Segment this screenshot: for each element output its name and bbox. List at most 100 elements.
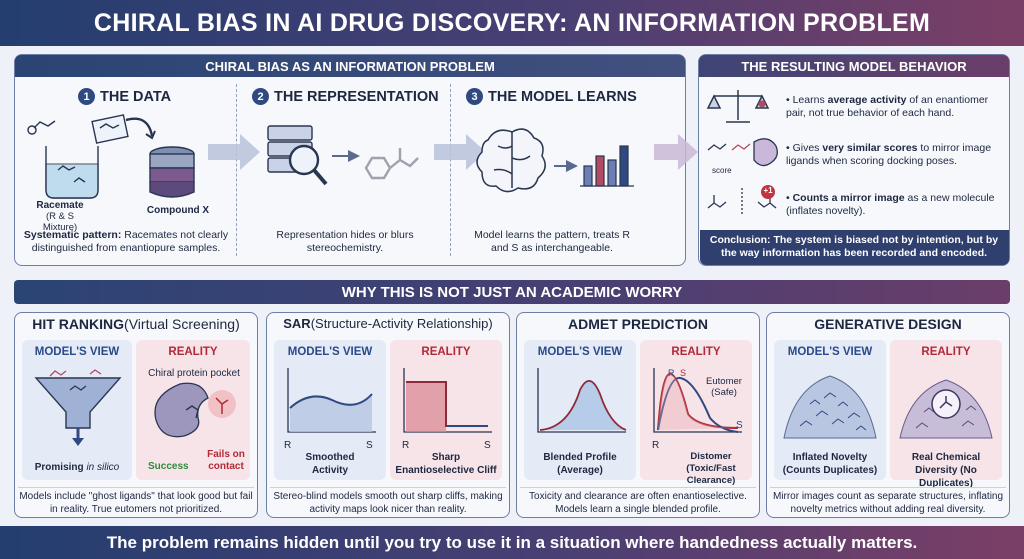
reality-panel bbox=[640, 340, 752, 480]
score-label: score bbox=[712, 166, 732, 175]
enantiomer-profiles-icon bbox=[653, 368, 742, 433]
balance-scale-icon bbox=[706, 90, 770, 123]
docking-score-icon bbox=[707, 138, 778, 167]
smoothed-caption: Smoothed Activity bbox=[305, 452, 355, 476]
axis-r-label: R bbox=[402, 440, 410, 451]
card-title: ADMET PREDICTION bbox=[516, 316, 760, 332]
card-title-bold: ADMET PREDICTION bbox=[568, 316, 708, 332]
data-note-text: Racemates not clearly distinguished from… bbox=[31, 229, 229, 254]
step-label: THE REPRESENTATION bbox=[274, 88, 439, 105]
behavior-text-post: of an enantiomer pair, not true behavior… bbox=[786, 94, 989, 119]
step-label: THE DATA bbox=[100, 88, 172, 105]
molecule-pile-icon bbox=[899, 379, 993, 439]
racemate-title: Racemate bbox=[36, 200, 84, 211]
axis-s-label: S bbox=[736, 420, 743, 431]
model-behavior-header: THE RESULTING MODEL BEHAVIOR bbox=[699, 55, 1009, 77]
racemate-subtitle: (R & S Mixture) bbox=[42, 211, 78, 233]
funnel-icon bbox=[34, 369, 122, 446]
card-title-bold: GENERATIVE DESIGN bbox=[814, 316, 962, 332]
axis-r-label: R bbox=[652, 440, 660, 451]
data-note-bold: Systematic pattern: bbox=[23, 229, 122, 241]
behavior-text-bold: average activity bbox=[827, 94, 907, 106]
axis-r-label: R bbox=[668, 368, 675, 378]
behavior-text-pre: Learns bbox=[792, 94, 828, 106]
step-model-learns: 3 THE MODEL LEARNS bbox=[466, 88, 637, 105]
card-title: GENERATIVE DESIGN bbox=[766, 316, 1010, 332]
inflated-caption: Inflated Novelty (Counts Duplicates) bbox=[782, 452, 878, 476]
axis-s-label: S bbox=[484, 440, 491, 451]
fails-label: Fails on contact bbox=[207, 449, 245, 472]
database-search-icon bbox=[267, 125, 419, 186]
cliff-caption: Sharp Enantioselective Cliff bbox=[395, 452, 497, 476]
data-note: Systematic pattern: Racemates not clearl… bbox=[20, 229, 232, 255]
axis-r-label: R bbox=[284, 440, 292, 451]
distomer-caption: Distomer (Toxic/Fast Clearance) bbox=[686, 451, 736, 486]
flow-arrow-icon bbox=[434, 134, 486, 170]
admet-note: Toxicity and clearance are often enantio… bbox=[520, 487, 756, 516]
models-view-heading: MODEL'S VIEW bbox=[787, 346, 873, 358]
card-title-rest: (Virtual Screening) bbox=[124, 316, 240, 332]
title-banner: CHIRAL BIAS IN AI DRUG DISCOVERY: AN INF… bbox=[0, 0, 1024, 46]
behavior-text-pre: Gives bbox=[792, 142, 823, 154]
reality-heading: REALITY bbox=[671, 346, 721, 358]
card-title-rest: (Structure-Activity Relationship) bbox=[310, 316, 493, 331]
card-title-bold: HIT RANKING bbox=[32, 316, 125, 332]
behavior-text-post: as a new molecule (inflates novelty). bbox=[786, 192, 995, 217]
card-title: SAR (Structure-Activity Relationship) bbox=[266, 316, 510, 331]
page-title: CHIRAL BIAS IN AI DRUG DISCOVERY: AN INF… bbox=[93, 8, 931, 37]
promising-caption: Promising in silico bbox=[22, 461, 132, 474]
hit-ranking-note: Models include "ghost ligands" that look… bbox=[18, 487, 254, 516]
brain-chart-icon bbox=[476, 128, 634, 193]
info-problem-header: CHIRAL BIAS AS AN INFORMATION PROBLEM bbox=[15, 55, 685, 77]
racemate-label: Racemate (R & S Mixture) bbox=[30, 200, 90, 233]
conclusion-box: Conclusion: The system is biased not by … bbox=[699, 230, 1009, 265]
flow-arrow-icon bbox=[208, 134, 260, 170]
step-number: 2 bbox=[252, 88, 269, 105]
reality-heading: REALITY bbox=[921, 346, 971, 358]
step-number: 3 bbox=[466, 88, 483, 105]
models-view-heading: MODEL'S VIEW bbox=[537, 346, 623, 358]
model-note: Model learns the pattern, treats R and S… bbox=[474, 229, 630, 254]
models-view-heading: MODEL'S VIEW bbox=[34, 346, 120, 358]
divider bbox=[450, 84, 451, 256]
diversity-caption: Real Chemical Diversity (No Duplicates) bbox=[911, 452, 981, 489]
behavior-text-bold: very similar scores bbox=[822, 142, 918, 154]
blended-caption: Blended Profile (Average) bbox=[543, 452, 617, 476]
sar-note: Stereo-blind models smooth out sharp cli… bbox=[270, 487, 506, 516]
molecule-pile-icon bbox=[783, 375, 877, 439]
flow-arrow-icon bbox=[654, 134, 698, 170]
representation-note: Representation hides or blurs stereochem… bbox=[276, 229, 414, 254]
card-title: HIT RANKING (Virtual Screening) bbox=[14, 316, 258, 332]
generative-note: Mirror images count as separate structur… bbox=[770, 487, 1006, 516]
cliff-curve-icon bbox=[403, 368, 492, 433]
in-silico-text: in silico bbox=[86, 462, 120, 473]
footer-text: The problem remains hidden until you try… bbox=[106, 532, 918, 552]
behavior-text-bold: Counts a mirror image bbox=[792, 192, 905, 204]
step-representation: 2 THE REPRESENTATION bbox=[252, 88, 439, 105]
behavior-text-post: to mirror image ligands when scoring doc… bbox=[786, 142, 992, 167]
reality-heading: REALITY bbox=[421, 346, 471, 358]
step-data: 1 THE DATA bbox=[78, 88, 171, 105]
promising-text: Promising bbox=[34, 462, 87, 473]
pocket-label: Chiral protein pocket bbox=[148, 368, 240, 379]
step-label: THE MODEL LEARNS bbox=[488, 88, 637, 105]
section-title: WHY THIS IS NOT JUST AN ACADEMIC WORRY bbox=[14, 280, 1010, 304]
reality-heading: REALITY bbox=[168, 346, 218, 358]
behavior-item: • Learns average activity of an enantiom… bbox=[786, 94, 989, 119]
blended-profile-icon bbox=[537, 368, 627, 433]
racemate-beaker-icon bbox=[27, 114, 195, 199]
behavior-item: • Counts a mirror image as a new molecul… bbox=[786, 192, 995, 217]
plus-one-badge: +1 bbox=[763, 186, 773, 195]
behavior-item: • Gives very similar scores to mirror im… bbox=[786, 142, 992, 167]
smoothed-curve-icon bbox=[287, 368, 376, 433]
mirror-molecule-icon bbox=[707, 185, 777, 216]
compound-x-label: Compound X bbox=[146, 205, 210, 216]
card-title-bold: SAR bbox=[283, 316, 311, 331]
step-number: 1 bbox=[78, 88, 95, 105]
footer-banner: The problem remains hidden until you try… bbox=[0, 526, 1024, 559]
axis-s-label: S bbox=[680, 368, 687, 378]
success-label: Success bbox=[148, 461, 189, 472]
axis-s-label: S bbox=[366, 440, 373, 451]
protein-pocket-icon bbox=[154, 382, 236, 438]
divider bbox=[236, 84, 237, 256]
